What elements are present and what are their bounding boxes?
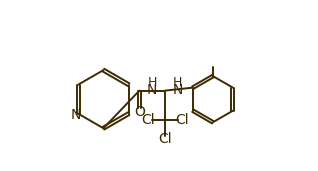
Text: Cl: Cl bbox=[141, 113, 155, 127]
Text: N: N bbox=[147, 83, 157, 97]
Text: H: H bbox=[173, 76, 183, 89]
Text: O: O bbox=[134, 105, 145, 119]
Text: N: N bbox=[71, 108, 81, 122]
Text: N: N bbox=[173, 83, 183, 97]
Text: H: H bbox=[148, 76, 157, 89]
Text: Cl: Cl bbox=[158, 132, 172, 146]
Text: Cl: Cl bbox=[175, 113, 189, 127]
